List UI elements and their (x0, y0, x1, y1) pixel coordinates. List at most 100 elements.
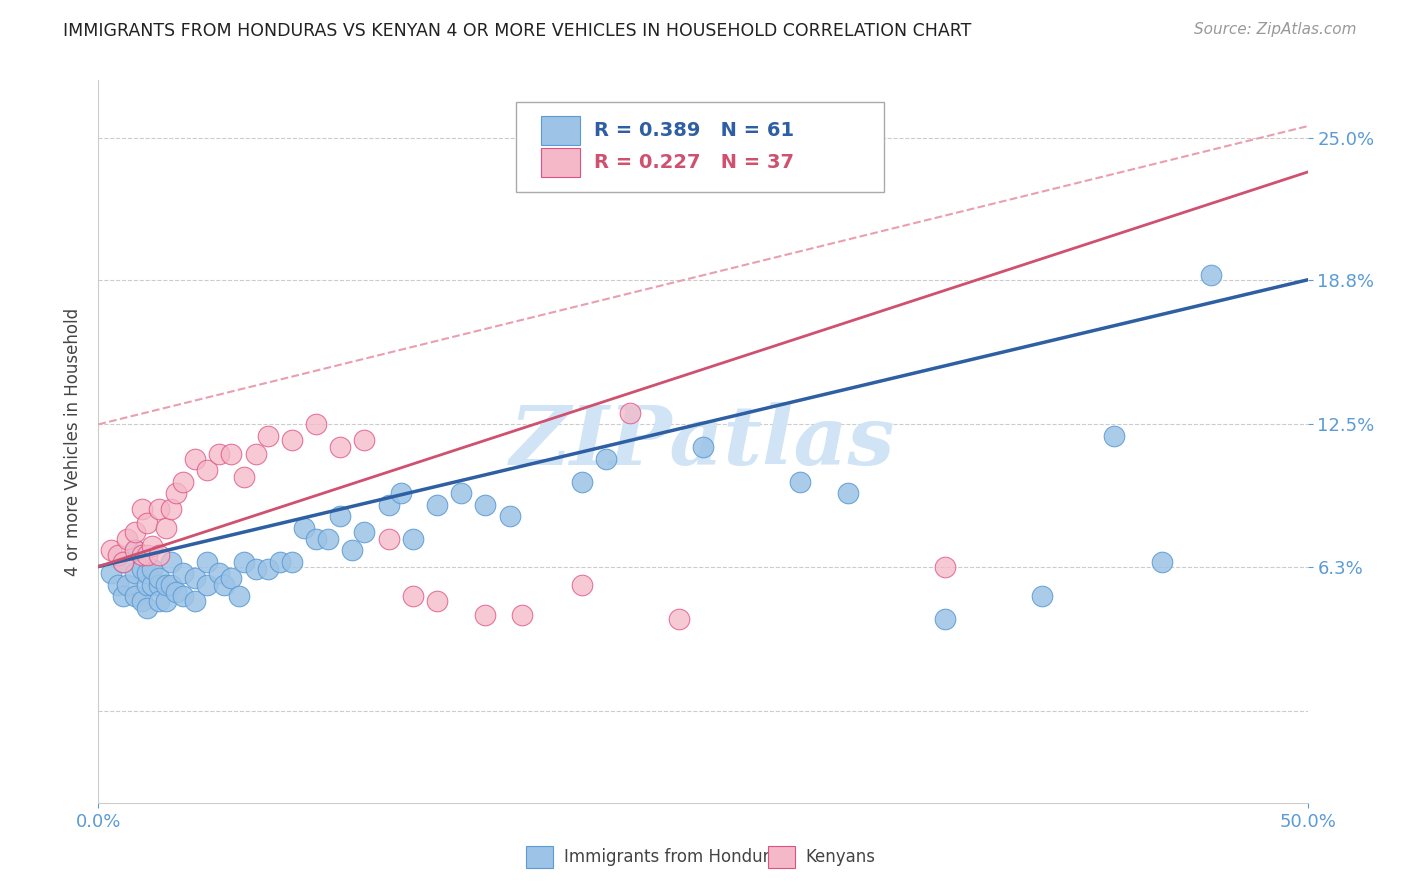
Point (165, 486, 187, 500)
Point (184, 594, 207, 608)
Point (160, 502, 183, 516)
Point (498, 509, 520, 524)
Point (131, 562, 153, 576)
Point (100, 543, 122, 558)
Point (619, 406, 641, 420)
Point (117, 578, 139, 592)
Point (124, 566, 146, 581)
Point (402, 532, 425, 546)
Point (148, 548, 170, 562)
Point (107, 548, 129, 562)
Y-axis label: 4 or more Vehicles in Household: 4 or more Vehicles in Household (63, 308, 82, 575)
Point (245, 447, 267, 461)
Point (316, 532, 339, 546)
Text: ZIPatlas: ZIPatlas (510, 401, 896, 482)
Point (117, 532, 139, 546)
Text: R = 0.389   N = 61: R = 0.389 N = 61 (595, 120, 794, 140)
Point (208, 566, 231, 581)
Point (111, 555, 134, 569)
Point (305, 417, 328, 432)
Point (100, 566, 122, 581)
Point (160, 555, 183, 569)
Point (329, 509, 352, 524)
Point (135, 566, 157, 581)
Point (474, 498, 496, 512)
FancyBboxPatch shape (768, 847, 794, 868)
Text: IMMIGRANTS FROM HONDURAS VS KENYAN 4 OR MORE VEHICLES IN HOUSEHOLD CORRELATION C: IMMIGRANTS FROM HONDURAS VS KENYAN 4 OR … (63, 22, 972, 40)
Point (111, 590, 134, 604)
Point (510, 607, 533, 622)
FancyBboxPatch shape (541, 116, 579, 145)
Point (245, 562, 267, 576)
Point (131, 594, 153, 608)
Point (1152, 555, 1174, 569)
Point (208, 447, 231, 461)
Point (281, 555, 304, 569)
Point (256, 429, 278, 443)
Point (148, 502, 170, 516)
Point (141, 539, 163, 553)
Point (148, 571, 170, 585)
Point (124, 590, 146, 604)
Point (1031, 590, 1053, 604)
Point (124, 543, 146, 558)
Point (342, 543, 364, 558)
Point (184, 451, 207, 466)
Point (172, 475, 194, 489)
Point (292, 520, 315, 534)
Point (837, 486, 859, 500)
Point (450, 486, 472, 500)
Point (389, 486, 412, 500)
Point (131, 502, 153, 516)
Point (141, 562, 163, 576)
Point (155, 520, 177, 534)
Point (377, 498, 399, 512)
Point (353, 525, 375, 540)
Point (148, 578, 170, 592)
Point (124, 543, 146, 558)
Point (135, 600, 157, 615)
Point (195, 555, 218, 569)
Point (148, 594, 170, 608)
Point (1102, 429, 1125, 443)
Point (402, 590, 425, 604)
Point (228, 590, 250, 604)
Point (329, 440, 352, 454)
Point (353, 434, 375, 448)
Point (595, 451, 617, 466)
Point (111, 555, 134, 569)
Point (135, 548, 157, 562)
Point (571, 578, 593, 592)
Point (232, 555, 254, 569)
Point (135, 516, 157, 530)
Point (135, 578, 157, 592)
Point (692, 440, 714, 454)
Point (426, 594, 449, 608)
Point (155, 578, 177, 592)
Point (269, 555, 291, 569)
Point (256, 562, 278, 576)
Point (155, 594, 177, 608)
Text: Immigrants from Honduras: Immigrants from Honduras (564, 848, 789, 866)
FancyBboxPatch shape (541, 148, 579, 178)
Point (232, 470, 254, 484)
Point (172, 590, 194, 604)
Point (221, 447, 243, 461)
Point (426, 498, 449, 512)
Point (212, 578, 235, 592)
Point (131, 548, 153, 562)
Point (184, 571, 207, 585)
FancyBboxPatch shape (516, 102, 884, 193)
Point (934, 612, 956, 626)
Point (107, 578, 129, 592)
Point (160, 578, 183, 592)
Text: Kenyans: Kenyans (806, 848, 876, 866)
Point (1199, 268, 1222, 283)
Point (474, 607, 496, 622)
Text: Source: ZipAtlas.com: Source: ZipAtlas.com (1194, 22, 1357, 37)
Point (221, 571, 243, 585)
Point (195, 463, 218, 477)
Point (195, 578, 218, 592)
Point (141, 578, 163, 592)
Point (172, 566, 194, 581)
